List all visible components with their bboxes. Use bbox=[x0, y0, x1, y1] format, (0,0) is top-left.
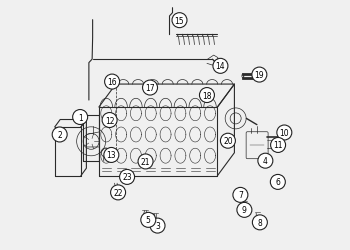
Circle shape bbox=[142, 81, 158, 96]
Circle shape bbox=[233, 188, 248, 202]
Text: 4: 4 bbox=[263, 156, 268, 166]
Circle shape bbox=[270, 175, 285, 190]
Text: 7: 7 bbox=[238, 191, 243, 200]
Text: 8: 8 bbox=[258, 218, 262, 227]
Text: 1: 1 bbox=[78, 113, 83, 122]
Text: 23: 23 bbox=[122, 173, 132, 182]
Circle shape bbox=[199, 88, 215, 103]
Circle shape bbox=[52, 128, 67, 142]
Circle shape bbox=[258, 154, 273, 168]
Circle shape bbox=[111, 185, 126, 200]
Text: 6: 6 bbox=[275, 178, 280, 187]
Circle shape bbox=[73, 110, 88, 125]
Circle shape bbox=[220, 134, 236, 148]
Text: 16: 16 bbox=[107, 78, 117, 87]
Circle shape bbox=[252, 215, 267, 230]
Circle shape bbox=[213, 59, 228, 74]
Text: 19: 19 bbox=[254, 71, 264, 80]
Text: 18: 18 bbox=[202, 91, 212, 100]
Circle shape bbox=[277, 126, 292, 140]
Circle shape bbox=[141, 212, 156, 228]
Text: 5: 5 bbox=[146, 216, 151, 224]
Circle shape bbox=[150, 218, 165, 233]
Circle shape bbox=[138, 154, 153, 169]
Text: 20: 20 bbox=[223, 137, 233, 146]
Text: 15: 15 bbox=[175, 16, 184, 26]
Circle shape bbox=[271, 138, 286, 153]
Text: 10: 10 bbox=[280, 128, 289, 138]
Circle shape bbox=[120, 170, 134, 185]
Text: 13: 13 bbox=[106, 151, 116, 160]
Text: 22: 22 bbox=[113, 188, 123, 197]
Text: 3: 3 bbox=[155, 221, 160, 230]
Text: 14: 14 bbox=[216, 62, 225, 71]
Text: 21: 21 bbox=[141, 157, 150, 166]
Text: 9: 9 bbox=[242, 206, 247, 214]
Circle shape bbox=[105, 75, 120, 90]
Text: 17: 17 bbox=[145, 84, 155, 93]
Text: 11: 11 bbox=[273, 141, 283, 150]
Circle shape bbox=[104, 148, 119, 163]
Circle shape bbox=[102, 113, 117, 128]
Circle shape bbox=[237, 202, 252, 218]
Circle shape bbox=[252, 68, 267, 83]
Text: 12: 12 bbox=[105, 116, 114, 125]
Circle shape bbox=[172, 14, 187, 28]
Text: 2: 2 bbox=[57, 130, 62, 140]
